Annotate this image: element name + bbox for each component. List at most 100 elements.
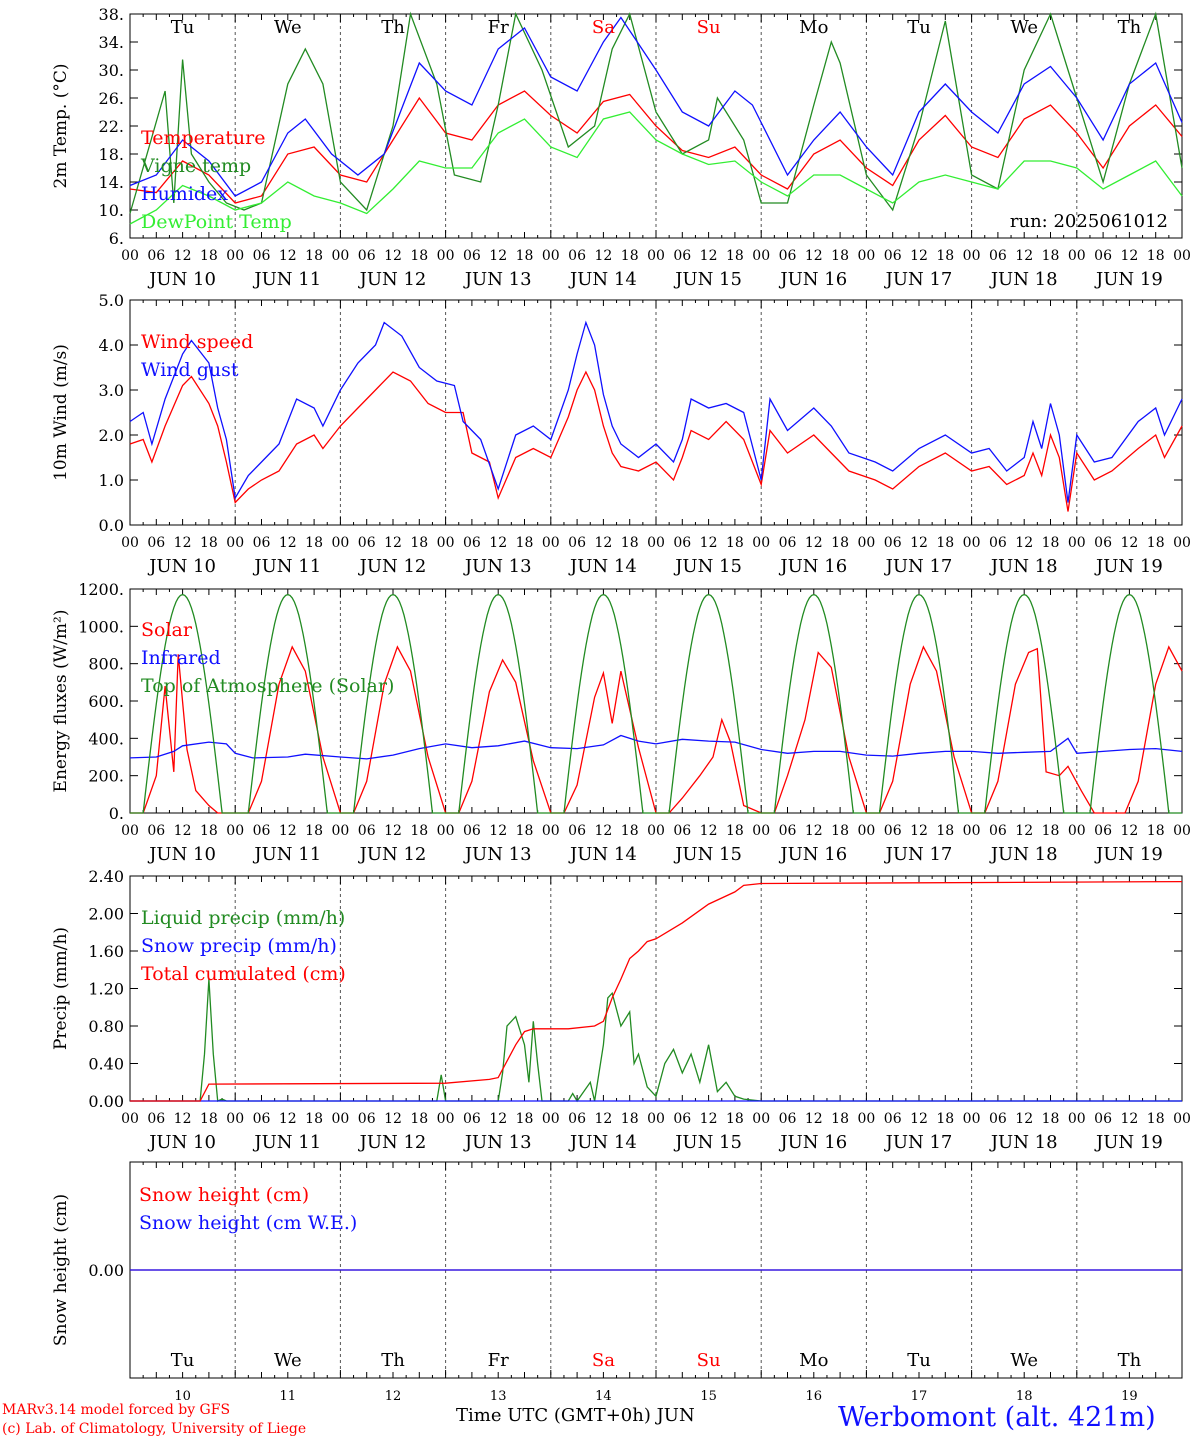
precip-date-label: JUN 15 xyxy=(673,1132,742,1153)
precip-hour-label: 12 xyxy=(700,1111,718,1127)
energy-hour-label: 12 xyxy=(594,823,612,839)
wind-date-label: JUN 16 xyxy=(778,556,847,577)
precip-y-tick-label: 1.60 xyxy=(88,942,124,961)
wind-series-line xyxy=(129,320,1183,503)
precip-hour-label: 00 xyxy=(331,1111,349,1127)
precip-hour-label: 12 xyxy=(805,1111,823,1127)
wind-legend-entry: Wind gust xyxy=(141,359,239,381)
precip-y-axis-label: Precip (mm/h) xyxy=(51,927,71,1050)
energy-hour-label: 18 xyxy=(726,823,744,839)
precip-hour-label: 06 xyxy=(884,1111,902,1127)
wind-hour-label: 06 xyxy=(673,535,691,551)
precip-hour-label: 12 xyxy=(174,1111,192,1127)
day-number-label: 19 xyxy=(1121,1389,1138,1404)
temp-hour-label: 12 xyxy=(489,248,507,264)
wind-hour-label: 18 xyxy=(200,535,218,551)
wind-hour-label: 06 xyxy=(147,535,165,551)
temp-y-axis-label: 2m Temp. (°C) xyxy=(51,63,71,188)
energy-hour-label: 12 xyxy=(489,823,507,839)
precip-y-tick-label: 0.00 xyxy=(88,1092,124,1111)
temp-date-label: JUN 19 xyxy=(1094,269,1163,290)
energy-hour-label: 12 xyxy=(279,823,297,839)
energy-hour-label: 18 xyxy=(936,823,954,839)
temp-hour-label: 00 xyxy=(542,248,560,264)
day-number-label: 17 xyxy=(911,1389,928,1404)
energy-date-label: JUN 10 xyxy=(147,844,216,865)
wind-date-label: JUN 14 xyxy=(568,556,637,577)
wind-hour-label: 00 xyxy=(1068,535,1086,551)
snow-y-axis-label: Snow height (cm) xyxy=(51,1194,71,1346)
wind-hour-label: 00 xyxy=(647,535,665,551)
precip-hour-label: 00 xyxy=(647,1111,665,1127)
energy-hour-label: 18 xyxy=(1042,823,1060,839)
energy-hour-label: 12 xyxy=(1015,823,1033,839)
temp-hour-label: 18 xyxy=(726,248,744,264)
temp-hour-label: 06 xyxy=(884,248,902,264)
day-number-label: 15 xyxy=(700,1389,717,1404)
temp-legend-entry: Humidex xyxy=(141,183,228,205)
day-abbr-bottom: Su xyxy=(697,1350,721,1371)
temp-hour-label: 12 xyxy=(1120,248,1138,264)
day-number-label: 12 xyxy=(385,1389,402,1404)
energy-y-tick-label: 0. xyxy=(109,804,124,823)
temp-date-label: JUN 11 xyxy=(252,269,321,290)
wind-y-tick-label: 5.0 xyxy=(99,291,124,310)
energy-date-label: JUN 16 xyxy=(778,844,847,865)
precip-hour-label: 18 xyxy=(305,1111,323,1127)
day-abbr-top: Tu xyxy=(907,17,931,38)
wind-hour-label: 12 xyxy=(489,535,507,551)
temp-hour-label: 06 xyxy=(147,248,165,264)
day-abbr-bottom: Fr xyxy=(488,1350,509,1371)
x-axis-label: Time UTC (GMT+0h) JUN xyxy=(456,1405,695,1426)
wind-hour-label: 18 xyxy=(621,535,639,551)
temp-hour-label: 00 xyxy=(1068,248,1086,264)
wind-hour-label: 18 xyxy=(305,535,323,551)
wind-hour-label: 00 xyxy=(1173,535,1191,551)
day-abbr-top: Mo xyxy=(799,17,828,38)
energy-hour-label: 06 xyxy=(673,823,691,839)
temp-hour-label: 06 xyxy=(989,248,1007,264)
energy-legend-entry: Solar xyxy=(141,619,193,641)
temp-hour-label: 12 xyxy=(594,248,612,264)
precip-date-label: JUN 17 xyxy=(884,1132,953,1153)
precip-hour-label: 12 xyxy=(489,1111,507,1127)
day-abbr-bottom: Tu xyxy=(907,1350,931,1371)
energy-hour-label: 00 xyxy=(331,823,349,839)
energy-hour-label: 12 xyxy=(805,823,823,839)
temp-y-tick-label: 6. xyxy=(109,229,124,248)
day-abbr-top: Th xyxy=(1118,17,1142,38)
energy-hour-label: 18 xyxy=(1147,823,1165,839)
station-name: Werbomont (alt. 421m) xyxy=(838,1402,1156,1433)
wind-date-label: JUN 17 xyxy=(884,556,953,577)
wind-hour-label: 18 xyxy=(726,535,744,551)
wind-hour-label: 18 xyxy=(936,535,954,551)
precip-y-tick-label: 0.40 xyxy=(88,1055,124,1074)
energy-hour-label: 12 xyxy=(174,823,192,839)
precip-hour-label: 18 xyxy=(1042,1111,1060,1127)
wind-series-line xyxy=(129,370,1183,512)
precip-hour-label: 00 xyxy=(542,1111,560,1127)
energy-y-tick-label: 600. xyxy=(88,692,124,711)
temp-hour-label: 18 xyxy=(410,248,428,264)
precip-hour-label: 18 xyxy=(831,1111,849,1127)
wind-hour-label: 12 xyxy=(1120,535,1138,551)
energy-hour-label: 18 xyxy=(831,823,849,839)
credit-line-1: MARv3.14 model forced by GFS xyxy=(2,1402,231,1418)
energy-hour-label: 06 xyxy=(253,823,271,839)
temp-date-label: JUN 18 xyxy=(989,269,1058,290)
precip-hour-label: 06 xyxy=(147,1111,165,1127)
wind-hour-label: 12 xyxy=(384,535,402,551)
precip-hour-label: 06 xyxy=(568,1111,586,1127)
precip-date-label: JUN 11 xyxy=(252,1132,321,1153)
precip-date-label: JUN 12 xyxy=(358,1132,427,1153)
temp-y-tick-label: 14. xyxy=(99,173,124,192)
energy-series-line xyxy=(130,593,1182,814)
temp-hour-label: 00 xyxy=(121,248,139,264)
energy-hour-label: 00 xyxy=(1173,823,1191,839)
temp-y-tick-label: 18. xyxy=(99,145,124,164)
day-abbr-top: Th xyxy=(381,17,405,38)
precip-hour-label: 12 xyxy=(594,1111,612,1127)
precip-hour-label: 06 xyxy=(358,1111,376,1127)
temp-hour-label: 06 xyxy=(358,248,376,264)
energy-y-tick-label: 1000. xyxy=(78,617,124,636)
